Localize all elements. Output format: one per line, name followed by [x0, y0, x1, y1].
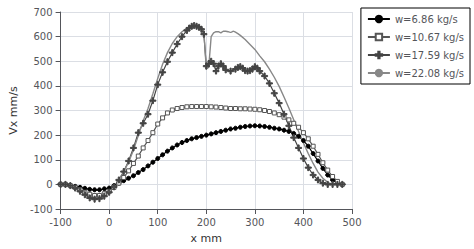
svg-text:w=22.08 kg/s: w=22.08 kg/s [395, 68, 464, 79]
svg-text:Vx mm/s: Vx mm/s [7, 86, 20, 135]
svg-text:500: 500 [342, 217, 361, 228]
svg-text:-100: -100 [30, 204, 53, 215]
svg-text:-100: -100 [49, 217, 72, 228]
svg-text:0: 0 [46, 179, 52, 190]
svg-text:300: 300 [34, 105, 53, 116]
svg-text:w=10.67 kg/s: w=10.67 kg/s [395, 32, 464, 43]
svg-text:w=17.59 kg/s: w=17.59 kg/s [395, 50, 464, 61]
svg-text:300: 300 [245, 217, 264, 228]
svg-text:100: 100 [34, 154, 53, 165]
svg-text:w=6.86 kg/s: w=6.86 kg/s [395, 14, 458, 25]
svg-text:700: 700 [34, 7, 53, 18]
svg-text:600: 600 [34, 31, 53, 42]
svg-text:400: 400 [34, 80, 53, 91]
svg-text:0: 0 [106, 217, 112, 228]
svg-text:200: 200 [34, 130, 53, 141]
svg-text:200: 200 [197, 217, 216, 228]
svg-text:100: 100 [148, 217, 167, 228]
svg-text:500: 500 [34, 56, 53, 67]
svg-text:x mm: x mm [191, 232, 222, 245]
svg-text:400: 400 [294, 217, 313, 228]
